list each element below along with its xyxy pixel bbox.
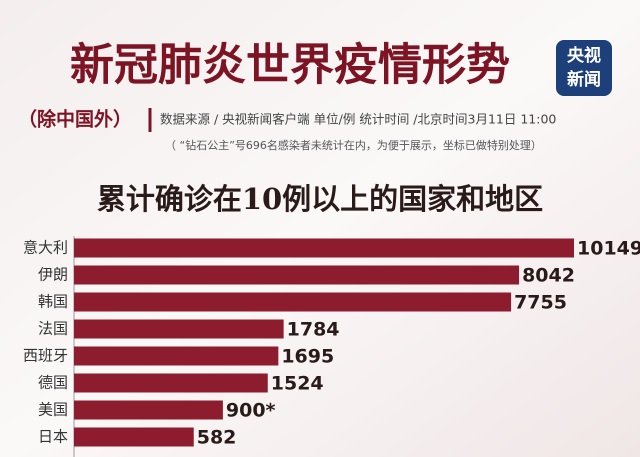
category-label: 法国 <box>38 320 68 338</box>
value-label: 7755 <box>514 292 567 314</box>
value-label: 582 <box>197 427 237 449</box>
category-label: 美国 <box>38 401 68 419</box>
logo-text: 央视 <box>567 45 601 66</box>
value-label: 1784 <box>287 319 340 341</box>
category-label: 伊朗 <box>38 266 68 284</box>
bar <box>74 292 512 312</box>
value-label: 10149 <box>577 238 640 260</box>
category-label: 西班牙 <box>23 347 68 365</box>
logo-text: 新闻 <box>567 69 601 90</box>
value-label: 1695 <box>281 346 334 368</box>
chart-title: 累计确诊在10例以上的国家和地区 <box>97 182 543 216</box>
page-title: 新冠肺炎世界疫情形势 <box>70 40 510 91</box>
category-label: 德国 <box>38 374 68 392</box>
source: 数据来源 / 央视新闻客户端 单位/例 统计时间 /北京时间3月11日 11:0… <box>160 112 556 127</box>
category-label: 日本 <box>38 428 68 446</box>
category-label: 意大利 <box>23 239 68 257</box>
bar <box>74 427 194 447</box>
scope: （除中国外） <box>18 108 132 131</box>
bar <box>74 265 520 285</box>
bar <box>74 373 268 393</box>
bar <box>74 346 279 366</box>
value-label: 1524 <box>271 373 324 395</box>
category-label: 韩国 <box>38 293 68 311</box>
bar <box>74 238 574 258</box>
value-label: 900* <box>226 400 276 422</box>
value-label: 8042 <box>522 265 575 287</box>
logo-box <box>556 40 612 96</box>
bar <box>74 400 223 420</box>
note: （ “钻石公主”号696名感染者未统计在内，为便于展示，坐标已做特别处理） <box>165 138 542 152</box>
bar <box>74 319 284 339</box>
